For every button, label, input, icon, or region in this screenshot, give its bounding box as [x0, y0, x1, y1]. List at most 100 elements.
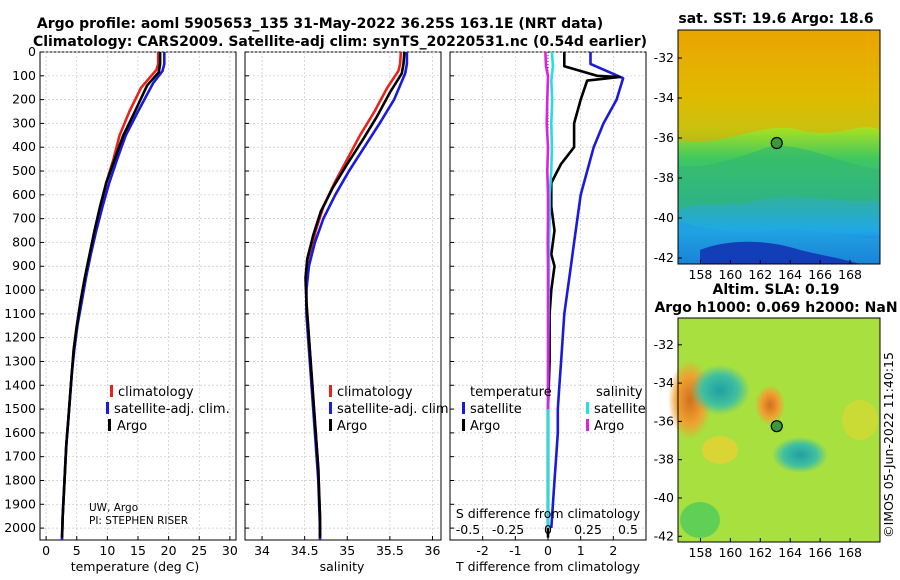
- map-lon-label: 162: [748, 267, 772, 282]
- map-lat-label: -32: [654, 50, 674, 65]
- depth-tick-label: 1100: [4, 306, 36, 321]
- x-tick-label: 30: [222, 543, 238, 558]
- legend-satellite-adj: satellite-adj. clim.: [114, 402, 230, 417]
- depth-tick-label: 100: [12, 68, 36, 83]
- argo-float-marker: [770, 420, 783, 433]
- map-lat-label: -36: [654, 130, 674, 145]
- legend-swatch-climatology: [110, 385, 113, 397]
- sla-map-title-2: Argo h1000: 0.069 h2000: NaN: [654, 300, 897, 316]
- map-lon-label: 160: [718, 545, 742, 560]
- legend-climatology: climatology: [118, 385, 194, 400]
- map-lat-label: -38: [654, 452, 674, 467]
- depth-tick-label: 1200: [4, 330, 36, 345]
- title-line-1: Argo profile: aoml 5905653_135 31-May-20…: [37, 16, 603, 32]
- temperature-legend: climatology satellite-adj. clim. Argo: [106, 385, 230, 434]
- legend-temp-argo: Argo: [470, 419, 500, 434]
- depth-tick-label: 1700: [4, 449, 36, 464]
- legend-swatch-argo: [108, 419, 111, 431]
- x-tick-label: 2: [609, 543, 617, 558]
- depth-tick-label: 700: [12, 211, 36, 226]
- depth-tick-label: 400: [12, 139, 36, 154]
- t-difference-axis-label: T difference from climatology: [455, 559, 641, 574]
- map-lon-label: 158: [689, 545, 713, 560]
- sst-coldest-region: [700, 241, 860, 264]
- title-line-2: Climatology: CARS2009. Satellite-adj cli…: [33, 34, 647, 50]
- legend-title-temperature: temperature: [470, 385, 552, 400]
- map-lat-label: -42: [654, 528, 674, 543]
- map-lon-label: 168: [838, 267, 862, 282]
- x-tick-label: 0: [544, 543, 552, 558]
- argo-float-marker: [770, 136, 783, 150]
- x-tick-label: 36: [425, 543, 441, 558]
- map-lat-label: -32: [654, 337, 674, 352]
- map-lat-label: -36: [654, 413, 674, 428]
- series-temperature-satellite: [550, 52, 625, 529]
- legend-argo: Argo: [117, 419, 147, 434]
- sla-mid-east: [842, 400, 878, 440]
- legend-satellite-adj: satellite-adj. clim.: [337, 402, 453, 417]
- x-tick-label: 10: [99, 543, 115, 558]
- sst-map-title: sat. SST: 19.6 Argo: 18.6: [678, 11, 873, 27]
- legend-sal-satellite: satellite: [594, 402, 646, 417]
- depth-tick-label: 600: [12, 187, 36, 202]
- legend-swatch-climatology: [329, 385, 332, 397]
- sst-mid-region: [678, 145, 880, 210]
- salinity-legend: climatology satellite-adj. clim. Argo: [329, 385, 453, 434]
- series-argo: [304, 52, 406, 538]
- s-diff-tick-label: 0.25: [574, 522, 602, 537]
- s-difference-axis-label: S difference from climatology: [456, 506, 641, 521]
- map-lon-label: 158: [689, 267, 713, 282]
- x-tick-label: 5: [73, 543, 81, 558]
- depth-tick-label: 500: [12, 163, 36, 178]
- salinity-axis-label: salinity: [320, 559, 365, 574]
- x-tick-label: -2: [476, 543, 488, 558]
- depth-tick-label: 1600: [4, 425, 36, 440]
- legend-swatch-satellite: [106, 402, 109, 414]
- temperature-axis-label: temperature (deg C): [71, 559, 200, 574]
- map-lat-label: -40: [654, 210, 674, 225]
- depth-tick-label: 0: [28, 44, 36, 59]
- x-tick-label: 0: [42, 543, 50, 558]
- sla-low-south: [680, 502, 720, 538]
- sla-map-title-1: Altim. SLA: 0.19: [712, 282, 839, 298]
- depth-tick-label: 1300: [4, 353, 36, 368]
- sla-low-west: [690, 365, 750, 415]
- map-lon-label: 164: [778, 545, 802, 560]
- x-tick-label: 1: [577, 543, 585, 558]
- s-diff-tick-label: 0: [544, 522, 552, 537]
- map-lat-label: -38: [654, 170, 674, 185]
- credit-line-1: UW, Argo: [89, 502, 138, 514]
- imos-timestamp: ©IMOS 05-Jun-2022 11:40:15: [881, 352, 896, 538]
- sla-high-center: [755, 385, 785, 425]
- sla-low-center: [772, 437, 828, 473]
- difference-panel: -2 -1 0 1 2 T difference from climatology S …: [449, 51, 647, 574]
- x-tick-label: 35: [339, 543, 355, 558]
- x-tick-label: 34: [254, 543, 270, 558]
- map-lon-label: 162: [748, 545, 772, 560]
- s-diff-tick-label: -0.25: [492, 522, 524, 537]
- depth-tick-label: 1400: [4, 377, 36, 392]
- depth-tick-label: 300: [12, 115, 36, 130]
- depth-tick-label: 800: [12, 234, 36, 249]
- legend-swatch-sal-argo: [586, 419, 589, 431]
- legend-swatch-temp-satellite: [462, 402, 465, 414]
- legend-climatology: climatology: [337, 385, 413, 400]
- x-tick-label: 25: [191, 543, 207, 558]
- credit-line-2: PI: STEPHEN RISER: [89, 515, 188, 527]
- s-diff-tick-label: 0.5: [618, 522, 638, 537]
- depth-tick-label: 1900: [4, 496, 36, 511]
- map-lon-label: 166: [808, 545, 832, 560]
- x-tick-label: 20: [161, 543, 177, 558]
- sla-map-panel: Altim. SLA: 0.19 Argo h1000: 0.069 h2000…: [654, 282, 898, 560]
- map-lat-label: -40: [654, 490, 674, 505]
- legend-swatch-sal-satellite: [586, 402, 589, 414]
- map-lat-label: -42: [654, 250, 674, 265]
- map-lon-label: 164: [778, 267, 802, 282]
- x-tick-label: 34.5: [291, 543, 319, 558]
- legend-swatch-temp-argo: [462, 419, 465, 431]
- legend-swatch-satellite: [329, 402, 332, 414]
- series-argo: [60, 52, 162, 538]
- depth-tick-label: 900: [12, 258, 36, 273]
- depth-tick-label: 1800: [4, 472, 36, 487]
